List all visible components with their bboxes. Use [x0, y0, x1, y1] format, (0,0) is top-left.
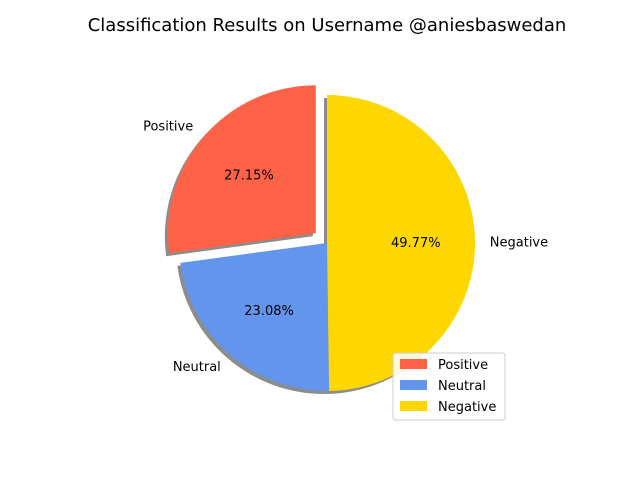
pie-slice-neutral [180, 243, 330, 392]
legend: Positive Neutral Negative [392, 352, 506, 421]
slice-label-negative: Negative [490, 235, 548, 250]
legend-label-neutral: Neutral [438, 379, 486, 394]
legend-label-positive: Positive [438, 358, 488, 373]
pct-label-neutral: 23.08% [244, 304, 294, 319]
slice-labels: 27.15% Positive 23.08% Neutral 49.77% Negativ… [143, 120, 548, 375]
pie-slice-positive [167, 85, 316, 254]
legend-label-negative: Negative [438, 400, 496, 415]
legend-swatch-neutral [400, 380, 427, 390]
chart-title: Classification Results on Username @anie… [88, 15, 567, 36]
slice-label-neutral: Neutral [173, 360, 221, 375]
legend-swatch-negative [400, 401, 427, 411]
slice-label-positive: Positive [143, 120, 193, 135]
pct-label-negative: 49.77% [391, 236, 441, 251]
legend-swatch-positive [400, 359, 427, 369]
pie-slice-negative [327, 95, 475, 391]
pct-label-positive: 27.15% [224, 168, 274, 183]
pie-slices [167, 85, 475, 392]
